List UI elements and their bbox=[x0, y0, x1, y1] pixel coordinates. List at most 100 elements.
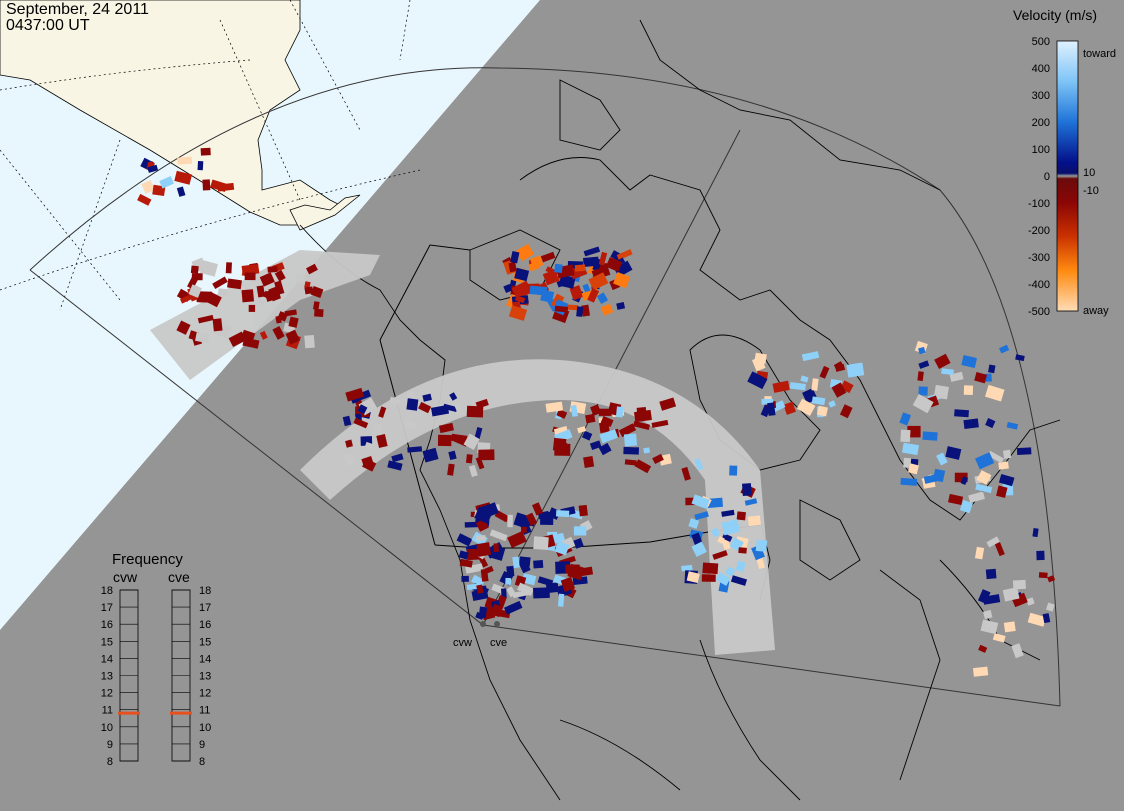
velocity-cell bbox=[941, 368, 954, 376]
velocity-cell bbox=[918, 346, 926, 355]
velocity-cell bbox=[598, 442, 612, 456]
velocity-cell bbox=[512, 589, 530, 599]
velocity-cell bbox=[985, 568, 997, 580]
velocity-cell bbox=[975, 483, 993, 494]
velocity-cell bbox=[510, 250, 520, 264]
velocity-cell bbox=[974, 371, 988, 384]
frequency-tick-left: 13 bbox=[101, 671, 113, 683]
velocity-cell bbox=[742, 483, 752, 496]
velocity-cell bbox=[361, 456, 374, 467]
velocity-cell bbox=[459, 558, 473, 568]
velocity-cell bbox=[729, 465, 738, 476]
velocity-cell bbox=[227, 278, 242, 290]
velocity-cell bbox=[945, 446, 962, 460]
velocity-cell bbox=[202, 179, 211, 191]
velocity-cell bbox=[783, 401, 796, 415]
velocity-cell bbox=[918, 386, 928, 396]
velocity-cell bbox=[573, 526, 587, 536]
velocity-cell bbox=[504, 600, 523, 615]
velocity-cell bbox=[533, 560, 544, 569]
velocity-cell bbox=[694, 511, 709, 521]
velocity-cell bbox=[387, 460, 403, 471]
velocity-cell bbox=[1027, 612, 1047, 627]
velocity-cell bbox=[599, 429, 619, 444]
velocity-cell bbox=[936, 452, 948, 466]
legend-away: away bbox=[1083, 305, 1109, 317]
velocity-cell bbox=[583, 256, 600, 267]
velocity-cell bbox=[518, 556, 531, 567]
velocity-cell bbox=[378, 406, 387, 418]
velocity-cell bbox=[448, 450, 457, 461]
velocity-cell bbox=[295, 274, 306, 284]
frequency-tick-right: 14 bbox=[199, 653, 211, 665]
velocity-cell bbox=[811, 396, 826, 406]
velocity-cell bbox=[736, 511, 746, 521]
velocity-cell bbox=[474, 506, 493, 524]
radar-label-cvw: cvw bbox=[453, 637, 472, 649]
velocity-cell bbox=[725, 566, 736, 577]
velocity-cell bbox=[152, 184, 166, 197]
daylight-land-alaska-tip bbox=[289, 194, 361, 231]
ground-scatter bbox=[150, 250, 775, 655]
velocity-cell bbox=[345, 387, 365, 402]
velocity-cell bbox=[242, 337, 260, 349]
velocity-cell bbox=[583, 246, 601, 257]
velocity-cell bbox=[1012, 579, 1026, 590]
velocity-cell bbox=[988, 364, 996, 374]
velocity-cell bbox=[141, 180, 155, 194]
velocity-cell bbox=[616, 301, 626, 310]
velocity-cell bbox=[364, 441, 375, 451]
velocity-cell bbox=[1038, 572, 1048, 579]
velocity-cell bbox=[600, 416, 614, 427]
velocity-cell bbox=[1047, 575, 1056, 583]
velocity-cell bbox=[573, 537, 584, 549]
legend-tick-label: -500 bbox=[1028, 306, 1050, 318]
velocity-cell bbox=[288, 316, 299, 328]
velocity-cell bbox=[755, 539, 768, 552]
velocity-cell bbox=[468, 464, 478, 478]
velocity-cell bbox=[456, 533, 473, 547]
velocity-cell bbox=[463, 433, 480, 451]
velocity-cell bbox=[577, 426, 587, 434]
velocity-cell bbox=[304, 334, 315, 349]
velocity-cell bbox=[585, 413, 596, 424]
velocity-cell bbox=[574, 264, 586, 272]
velocity-cell bbox=[259, 330, 268, 340]
legend-tick-label: -200 bbox=[1028, 225, 1050, 237]
velocity-cell bbox=[999, 344, 1010, 354]
legend-title: Velocity (m/s) bbox=[1013, 7, 1097, 23]
velocity-cell bbox=[470, 574, 485, 587]
velocity-cell bbox=[505, 577, 512, 585]
velocity-cell bbox=[933, 384, 949, 400]
velocity-cell bbox=[624, 459, 637, 466]
velocity-cell bbox=[304, 281, 311, 289]
velocity-cell bbox=[590, 404, 602, 416]
velocity-cell bbox=[954, 472, 968, 483]
velocity-cell bbox=[176, 320, 191, 335]
frequency-tick-left: 16 bbox=[101, 619, 113, 631]
velocity-cell bbox=[342, 415, 352, 427]
velocity-cell bbox=[772, 380, 790, 393]
frequency-tick-right: 11 bbox=[199, 705, 210, 717]
frequency-tick-right: 15 bbox=[199, 636, 211, 648]
frequency-tick-left: 12 bbox=[101, 688, 113, 700]
legend-colorbar bbox=[1056, 40, 1079, 312]
legend-tick-label: 200 bbox=[1032, 117, 1050, 129]
velocity-cell bbox=[545, 401, 564, 413]
velocity-cell bbox=[511, 280, 533, 300]
velocity-cell bbox=[960, 476, 969, 485]
graticule bbox=[0, 0, 421, 311]
velocity-cell bbox=[976, 470, 992, 485]
velocity-cell bbox=[474, 427, 483, 440]
velocity-cell bbox=[259, 272, 275, 287]
velocity-cell bbox=[977, 589, 991, 604]
velocity-cell bbox=[623, 446, 639, 455]
velocity-cell bbox=[581, 430, 593, 441]
velocity-cell bbox=[600, 303, 614, 316]
velocity-cell bbox=[1032, 528, 1039, 538]
velocity-cell bbox=[285, 329, 300, 345]
frequency-tick-left: 14 bbox=[101, 653, 113, 665]
velocity-cell bbox=[514, 295, 526, 304]
velocity-cell bbox=[613, 272, 631, 289]
